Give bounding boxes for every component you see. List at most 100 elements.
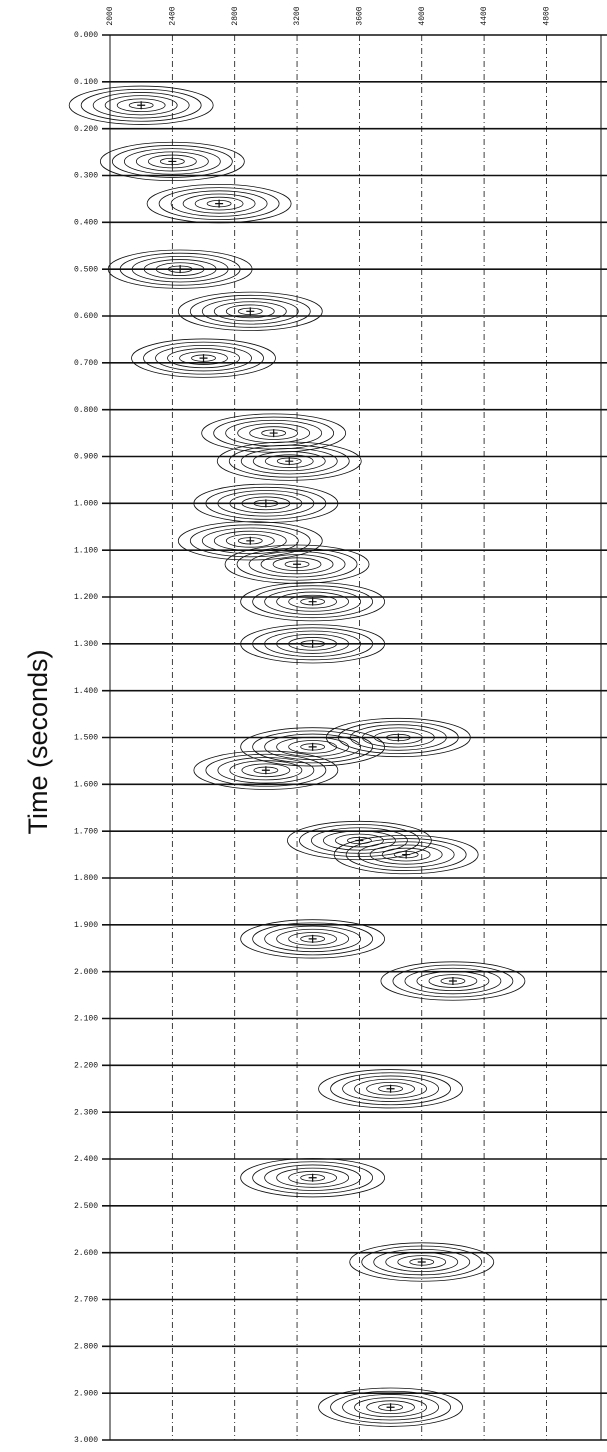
y-tick-label: 0.100 [74,78,98,87]
contour-ring [116,98,166,113]
y-tick-label: 0.600 [74,312,98,321]
contour-ring [310,827,408,854]
peak-marker [308,934,317,943]
contour-ring [182,193,256,214]
y-tick-label: 3.000 [74,1436,98,1445]
contour-ring [264,630,362,658]
x-tick-label: 2400 [168,6,177,25]
contour-ring [240,624,386,664]
x-tick-label: 2000 [106,6,115,25]
y-tick-label: 1.300 [74,640,98,649]
contour-ring [131,338,276,378]
x-tick-label: 4800 [543,6,552,25]
contour-ring [373,730,423,745]
y-tick-label: 2.300 [74,1108,98,1117]
contour-ring [241,763,291,778]
peak-marker [308,1173,317,1182]
contour-ring [217,490,315,517]
y-tick-label: 0.200 [74,125,98,134]
y-axis-label: Time (seconds) [23,649,53,834]
contour-ring [264,454,314,468]
contour-ring [318,1069,463,1109]
contour-ring [236,547,358,581]
y-tick-label: 2.600 [74,1249,98,1258]
contour-ring [248,551,346,578]
contour-ring [213,301,287,322]
peak-marker [293,560,302,569]
contour-ring [404,967,502,995]
contour-ring [240,582,386,622]
contour-ring [286,820,432,861]
contour-ring [325,717,471,758]
y-tick-label: 1.000 [74,499,98,508]
peak-marker [246,536,255,545]
y-tick-label: 2.200 [74,1061,98,1070]
peak-marker [402,850,411,859]
contour-ring [288,740,338,754]
contour-ring [92,92,190,119]
contour-ring [252,1161,374,1195]
peak-marker [386,1084,395,1093]
y-tick-label: 1.200 [74,593,98,602]
y-tick-label: 1.700 [74,827,98,836]
contour-ring [205,753,327,787]
peak-marker [308,639,317,648]
contour-ring [213,530,287,551]
contour-ring [228,444,350,478]
contour-ring [249,426,299,440]
contour-ring [366,1081,415,1096]
contour-ring [349,724,447,751]
contour-ring [373,1248,471,1276]
contour-ring [416,971,490,992]
contour-ring [334,833,384,848]
contour-ring [135,151,209,172]
contour-ring [119,252,241,286]
contour-ring [385,1252,459,1273]
y-tick-label: 1.600 [74,780,98,789]
contour-ring [345,838,467,871]
y-tick-label: 0.400 [74,218,98,227]
y-tick-label: 0.800 [74,406,98,415]
peak-marker [199,354,208,363]
contour-ring [189,294,311,328]
contour-ring [330,1390,451,1424]
y-tick-label: 2.700 [74,1296,98,1305]
contour-ring [288,932,338,946]
contour-ring [276,736,350,757]
x-tick-label: 3600 [356,6,365,25]
contour-ring [428,974,478,988]
contour-ring [146,184,292,224]
contour-ring [333,834,479,875]
contour-ring [158,187,280,221]
contour-ring [264,588,362,615]
contour-ring [252,627,374,661]
y-tick-label: 0.500 [74,265,98,274]
contour-ring [68,85,214,125]
contour-ring [99,141,245,182]
contour-ring [381,847,431,862]
contour-ring [361,1245,483,1279]
contour-ring [143,341,264,375]
peak-marker [168,157,177,166]
contour-ring [189,524,311,558]
contour-ring [155,344,252,372]
peak-marker [448,977,457,986]
contour-ring [194,196,244,211]
contour-ring [147,154,197,169]
contour-ring [111,145,233,178]
y-tick-label: 2.900 [74,1389,98,1398]
contour-ring [337,721,459,754]
peak-marker [386,1403,395,1412]
peak-marker [308,742,317,751]
contour-ring [217,757,315,784]
contour-ring [342,1075,439,1102]
contour-ring [349,1242,495,1282]
y-tick-label: 0.300 [74,172,98,181]
contour-ring [80,88,202,122]
contour-ring [201,527,299,555]
contour-ring [288,637,338,651]
contour-ring [167,348,240,369]
peak-marker [261,499,270,508]
y-tick-label: 2.400 [74,1155,98,1164]
contour-ring [357,841,455,868]
